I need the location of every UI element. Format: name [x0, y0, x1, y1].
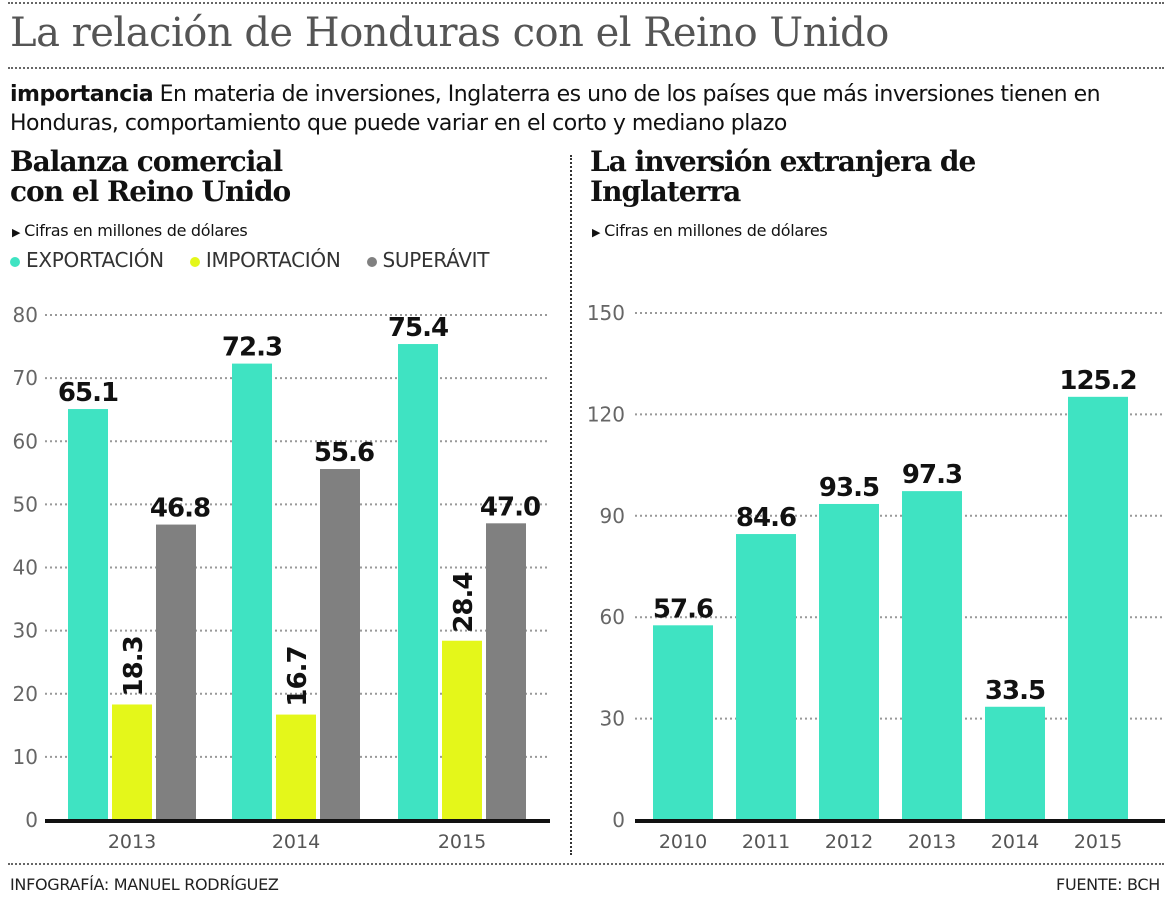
chart1-subtitle: ▶ Cifras en millones de dólares: [12, 221, 248, 240]
data-label: 65.1: [58, 378, 118, 408]
bar: [985, 706, 1045, 820]
y-tick-label: 50: [13, 492, 38, 516]
data-label: 33.5: [985, 676, 1045, 706]
intro-text: En materia de inversiones, Inglaterra es…: [10, 82, 1101, 136]
intro-paragraph: importancia En materia de inversiones, I…: [10, 80, 1160, 138]
data-label: 47.0: [480, 492, 540, 522]
y-tick-label: 10: [13, 745, 38, 769]
intro-lead: importancia: [10, 82, 154, 107]
bar: [902, 491, 962, 820]
x-tick-label: 2014: [991, 831, 1039, 853]
data-label: 97.3: [902, 460, 962, 490]
bar: [736, 534, 796, 820]
bar: [68, 409, 108, 820]
y-tick-label: 20: [13, 682, 38, 706]
top-divider: [8, 2, 1164, 4]
footer-source: FUENTE: BCH: [1056, 875, 1160, 894]
legend-label: IMPORTACIÓN: [205, 248, 341, 272]
y-tick-label: 30: [600, 707, 625, 731]
legend-item-exportacion: EXPORTACIÓN: [10, 248, 164, 272]
data-label: 75.4: [388, 313, 448, 343]
bar: [1068, 396, 1128, 820]
data-label: 18.3: [119, 636, 149, 696]
footer-credit: INFOGRAFÍA: MANUEL RODRÍGUEZ: [10, 875, 279, 894]
data-label: 57.6: [653, 594, 713, 624]
bar: [232, 363, 272, 820]
legend-label: EXPORTACIÓN: [26, 248, 164, 272]
y-tick-label: 60: [13, 429, 38, 453]
triangle-icon: ▶: [592, 226, 601, 239]
legend-dot-icon: [10, 256, 20, 267]
legend-dot-icon: [189, 256, 200, 267]
y-tick-label: 70: [13, 366, 38, 390]
bar: [653, 625, 713, 820]
chart1-subtitle-text: Cifras en millones de dólares: [24, 221, 248, 240]
legend-item-superavit: SUPERÁVIT: [366, 248, 490, 272]
legend-item-importacion: IMPORTACIÓN: [189, 248, 341, 272]
triangle-icon: ▶: [12, 226, 21, 239]
data-label: 93.5: [819, 473, 879, 503]
y-tick-label: 90: [600, 504, 625, 528]
chart2-subtitle: ▶ Cifras en millones de dólares: [592, 221, 828, 240]
bar: [398, 344, 438, 820]
x-tick-label: 2013: [108, 831, 156, 853]
y-tick-label: 30: [13, 619, 38, 643]
data-label: 125.2: [1059, 366, 1136, 396]
bar: [112, 704, 152, 820]
data-label: 28.4: [449, 573, 479, 633]
data-label: 16.7: [283, 646, 313, 706]
chart2-plot: 0 30 60 90 120 150 57.6 2010 84.6 2011 93.5 2012 97.…: [587, 301, 1165, 853]
bar: [442, 640, 482, 820]
x-tick-label: 2013: [908, 831, 956, 853]
chart2-subtitle-text: Cifras en millones de dólares: [604, 221, 828, 240]
chart1-title: Balanza comercial con el Reino Unido: [10, 145, 291, 208]
footer-divider: [8, 863, 1164, 865]
data-label: 55.6: [314, 438, 374, 468]
bar: [156, 524, 196, 820]
data-label: 46.8: [150, 494, 210, 524]
y-tick-label: 60: [600, 605, 625, 629]
y-tick-label: 120: [587, 402, 625, 426]
x-tick-label: 2012: [825, 831, 873, 853]
data-label: 72.3: [222, 333, 282, 363]
chart1-plot: 0 10 20 30 40 50 60 70 80 65.1 18.3 46.8 2013 72.3 16.…: [13, 303, 550, 853]
y-tick-label: 40: [13, 556, 38, 580]
title-divider: [8, 67, 1164, 69]
x-tick-label: 2010: [659, 831, 707, 853]
data-label: 84.6: [736, 503, 796, 533]
x-tick-label: 2015: [438, 831, 486, 853]
chart1-legend: EXPORTACIÓN IMPORTACIÓN SUPERÁVIT: [10, 248, 489, 272]
y-tick-label: 0: [612, 808, 625, 832]
bar: [320, 469, 360, 820]
vertical-divider: [570, 155, 572, 855]
x-tick-label: 2014: [272, 831, 320, 853]
page-title: La relación de Honduras con el Reino Uni…: [10, 10, 889, 56]
bar: [276, 714, 316, 820]
bar: [486, 523, 526, 820]
y-tick-label: 150: [587, 301, 625, 325]
x-tick-label: 2011: [742, 831, 790, 853]
x-tick-label: 2015: [1074, 831, 1122, 853]
y-tick-label: 0: [25, 808, 38, 832]
legend-label: SUPERÁVIT: [382, 248, 490, 272]
y-tick-label: 80: [13, 303, 38, 327]
legend-dot-icon: [366, 256, 377, 267]
chart2-title: La inversión extranjera de Inglaterra: [590, 145, 976, 208]
bar: [819, 503, 879, 820]
